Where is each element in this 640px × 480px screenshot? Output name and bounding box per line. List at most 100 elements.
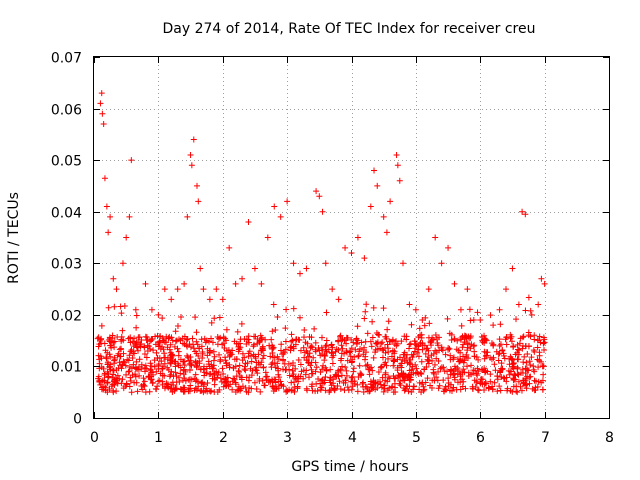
data-point <box>140 381 147 388</box>
data-point <box>127 348 134 355</box>
data-point <box>497 341 504 348</box>
data-point <box>303 348 310 355</box>
data-point <box>201 369 208 376</box>
data-point <box>177 314 184 321</box>
data-point <box>180 358 187 365</box>
data-point <box>297 270 303 277</box>
data-point <box>258 347 265 354</box>
data-point <box>382 359 389 366</box>
data-point <box>288 338 295 345</box>
data-point <box>148 306 155 313</box>
data-point <box>530 366 537 373</box>
data-point <box>474 372 481 379</box>
data-point <box>522 382 529 389</box>
data-point <box>397 354 404 361</box>
data-point <box>415 343 422 350</box>
data-point <box>301 326 308 333</box>
data-point <box>186 341 193 348</box>
data-point <box>374 384 381 391</box>
data-point <box>380 388 387 395</box>
data-point <box>242 384 249 391</box>
data-point <box>186 366 193 373</box>
data-point <box>195 198 202 205</box>
data-point <box>411 383 418 390</box>
data-point <box>107 213 114 220</box>
data-point <box>211 353 218 360</box>
data-point <box>482 379 489 386</box>
data-point <box>295 336 302 343</box>
data-point <box>135 363 142 370</box>
data-point <box>406 345 413 352</box>
data-point <box>401 349 408 356</box>
data-point <box>389 336 396 343</box>
data-point <box>313 380 320 387</box>
data-point <box>303 265 310 272</box>
data-point <box>514 365 521 372</box>
data-point <box>442 386 449 393</box>
data-point <box>509 364 516 371</box>
data-point <box>233 340 240 347</box>
data-point <box>524 351 531 358</box>
x-tick-label: 7 <box>541 430 550 446</box>
data-point <box>143 337 150 344</box>
data-point <box>210 348 217 355</box>
data-point <box>300 344 307 351</box>
data-point <box>457 373 464 380</box>
data-point <box>338 355 345 362</box>
data-point <box>224 374 231 381</box>
data-point <box>142 333 149 340</box>
data-point <box>103 354 110 361</box>
data-point <box>192 358 199 365</box>
data-point <box>106 335 113 342</box>
data-point <box>239 357 246 364</box>
data-point <box>350 339 357 346</box>
data-point <box>322 352 329 359</box>
data-point <box>316 193 323 200</box>
data-point <box>328 341 335 348</box>
data-point <box>152 333 159 340</box>
data-point <box>471 353 478 360</box>
data-point <box>251 265 258 272</box>
data-point <box>344 384 351 391</box>
data-point <box>432 234 439 241</box>
data-point <box>95 373 102 380</box>
data-point <box>412 306 419 313</box>
data-point <box>415 333 422 340</box>
data-point <box>223 326 230 333</box>
data-point <box>118 365 125 372</box>
data-point <box>141 351 148 358</box>
data-point <box>133 324 140 331</box>
data-point <box>481 369 488 376</box>
data-point <box>153 349 160 356</box>
data-point <box>161 360 168 367</box>
data-point <box>179 340 186 347</box>
data-point <box>106 351 113 358</box>
data-point <box>433 374 440 381</box>
data-point <box>369 318 376 325</box>
data-point <box>277 378 284 385</box>
data-point <box>262 373 269 380</box>
data-point <box>232 280 239 287</box>
y-axis-title: ROTI / TECUs <box>6 192 22 284</box>
data-point <box>201 335 208 342</box>
data-point <box>303 385 310 392</box>
data-point <box>174 360 181 367</box>
data-point <box>267 353 274 360</box>
data-point <box>319 380 326 387</box>
data-point <box>394 162 401 169</box>
data-point <box>423 364 430 371</box>
y-axis-ticks: 0 0.01 0.02 0.03 0.04 0.05 0.06 0.07 <box>51 51 609 428</box>
data-point <box>129 338 136 345</box>
data-point <box>497 369 504 376</box>
data-point <box>353 340 360 347</box>
data-point <box>113 286 120 293</box>
data-point <box>114 380 121 387</box>
data-point <box>457 386 464 393</box>
data-point <box>142 280 149 287</box>
data-point <box>159 335 166 342</box>
data-point <box>169 337 176 344</box>
data-point <box>525 294 532 301</box>
data-point <box>354 323 361 330</box>
data-point <box>250 341 257 348</box>
data-point <box>226 244 233 251</box>
